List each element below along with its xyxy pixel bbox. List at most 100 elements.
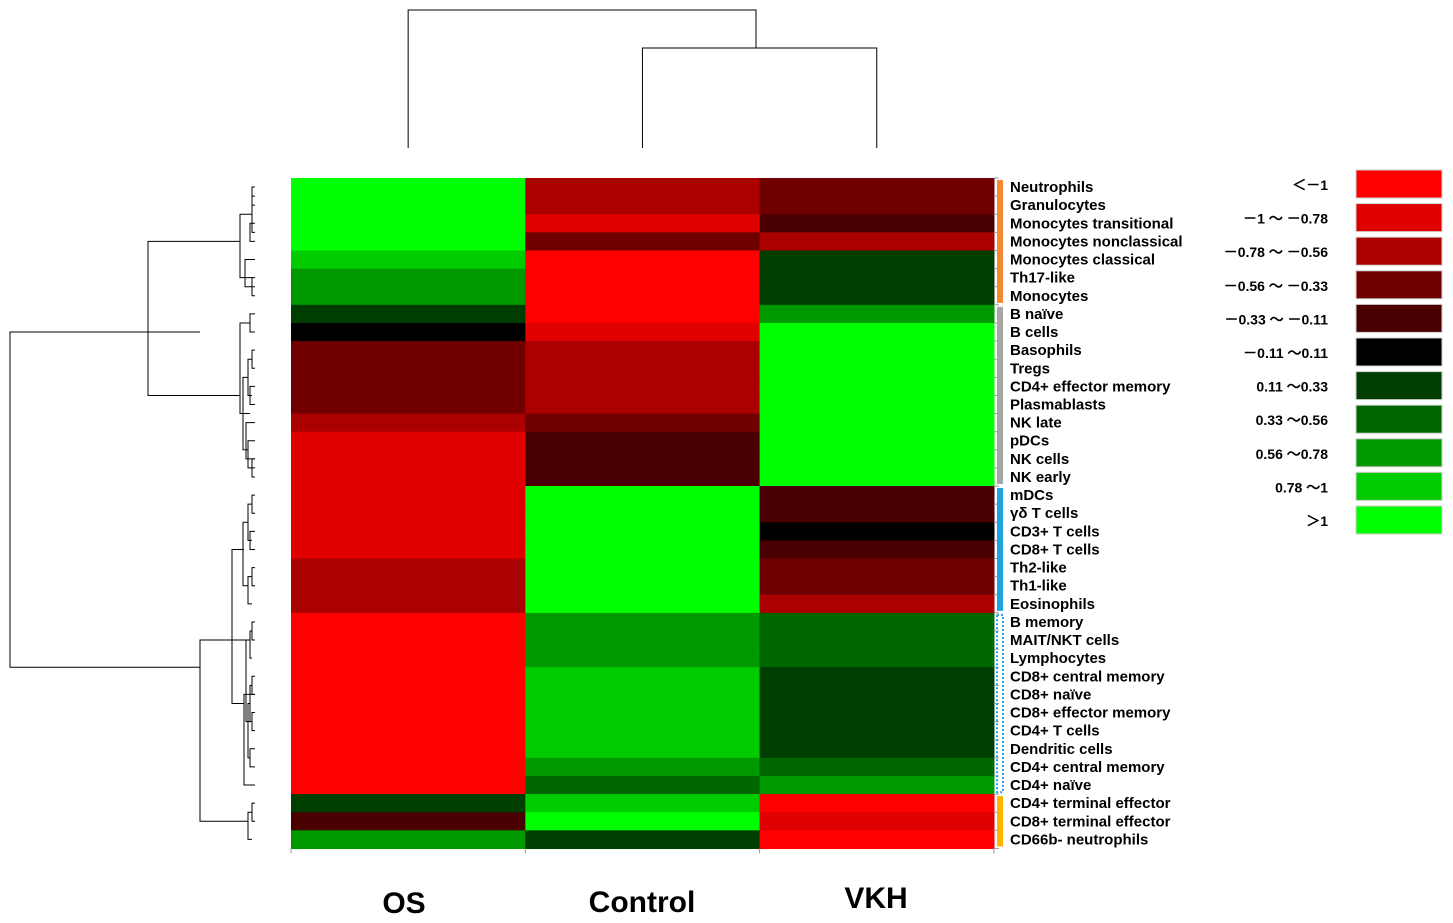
- heatmap-cell: [291, 341, 526, 360]
- legend-label: －0.56 ～ －0.33: [1224, 278, 1328, 294]
- color-legend: ＜－1 －1 ～ －0.78 －0.78 ～ －0.56 －0.56 ～ －0.33 －…: [1224, 169, 1443, 535]
- heatmap-cell: [759, 486, 995, 505]
- row-label: MAIT/NKT cells: [1010, 632, 1119, 649]
- row-dendrogram-link: [239, 322, 250, 415]
- row-dendrogram-link: [251, 712, 255, 732]
- row-dendrogram-link: [247, 811, 252, 840]
- legend-label: －1 ～ －0.78: [1243, 211, 1328, 227]
- heatmap-cell: [525, 449, 761, 469]
- row-label: Th1-like: [1010, 578, 1067, 595]
- heatmap-cell: [291, 558, 526, 578]
- row-label: CD4+ terminal effector: [1010, 795, 1171, 812]
- heatmap-cell: [291, 757, 526, 777]
- column-label: VKH: [844, 882, 907, 915]
- row-label: Th17-like: [1010, 270, 1075, 287]
- heatmap-cell: [291, 576, 526, 596]
- row-group-bracket: [997, 180, 1003, 303]
- heatmap-cell: [759, 775, 995, 795]
- row-dendrogram-link: [239, 213, 252, 279]
- row-label: Monocytes nonclassical: [1010, 233, 1183, 250]
- heatmap-cell: [759, 232, 995, 252]
- heatmap-cell: [525, 830, 761, 850]
- heatmap-cell: [759, 449, 995, 469]
- row-label: Monocytes: [1010, 288, 1088, 305]
- row-dendrogram-link: [247, 440, 255, 469]
- heatmap-cell: [291, 449, 526, 469]
- legend-swatch: [1355, 505, 1443, 535]
- row-label: NK late: [1010, 415, 1062, 432]
- column-label: Control: [589, 886, 696, 919]
- heatmap-cell: [759, 341, 995, 360]
- legend-label: ＜－1: [1292, 177, 1328, 193]
- heatmap-cell: [525, 268, 761, 288]
- heatmap-cell: [759, 739, 995, 759]
- row-label: Dendritic cells: [1010, 741, 1113, 758]
- row-label: NK cells: [1010, 451, 1069, 468]
- row-label: CD4+ effector memory: [1010, 378, 1171, 395]
- column-labels: OS Control VKH: [382, 882, 907, 920]
- legend-swatch: [1355, 438, 1443, 468]
- heatmap-cell: [759, 214, 995, 233]
- legend-label: －0.78 ～ －0.56: [1224, 244, 1328, 260]
- heatmap-cell: [525, 812, 761, 831]
- legend-swatch: [1355, 203, 1443, 233]
- heatmap-cell: [759, 286, 995, 306]
- heatmap-cell: [759, 178, 995, 197]
- row-dendrogram-link: [251, 195, 255, 233]
- row-dendrogram-link: [251, 802, 255, 822]
- heatmap-cell: [759, 576, 995, 596]
- row-label: CD8+ effector memory: [1010, 705, 1171, 722]
- heatmap-cell: [291, 631, 526, 650]
- legend-label: 0.33 ～0.56: [1256, 412, 1329, 428]
- row-dendrogram-link: [243, 693, 255, 786]
- heatmap-cell: [759, 268, 995, 288]
- heatmap-cell: [291, 395, 526, 415]
- heatmap-cell: [525, 540, 761, 560]
- row-label: CD8+ terminal effector: [1010, 813, 1171, 830]
- heatmap-cell: [525, 196, 761, 215]
- heatmap-cell: [759, 467, 995, 487]
- row-label: pDCs: [1010, 433, 1049, 450]
- row-label: CD4+ T cells: [1010, 723, 1100, 740]
- heatmap-cell: [291, 196, 526, 215]
- heatmap-cell: [525, 739, 761, 759]
- legend-label: －0.33 ～ －0.11: [1224, 311, 1328, 327]
- heatmap-cell: [291, 540, 526, 560]
- row-group-bracket: [996, 613, 1004, 794]
- heatmap-cell: [525, 395, 761, 415]
- row-group-brackets: [996, 180, 1004, 847]
- heatmap-cell: [759, 812, 995, 831]
- heatmap-cell: [291, 739, 526, 759]
- heatmap-cell: [525, 322, 761, 342]
- row-label: Monocytes transitional: [1010, 215, 1173, 232]
- heatmap-cell: [525, 721, 761, 741]
- heatmap-cell: [759, 830, 995, 850]
- heatmap-cell: [759, 685, 995, 705]
- heatmap-cell: [525, 667, 761, 686]
- heatmap-cell: [291, 649, 526, 668]
- heatmap-cell: [525, 214, 761, 233]
- heatmap-cell: [525, 594, 761, 614]
- heatmap-cell: [525, 286, 761, 306]
- heatmap-cell: [291, 594, 526, 614]
- row-label: B memory: [1010, 614, 1084, 631]
- legend-label: 0.56 ～0.78: [1256, 446, 1329, 462]
- heatmap-cell: [291, 178, 526, 197]
- row-dendrogram-link: [251, 567, 255, 587]
- heatmap-cell: [291, 214, 526, 233]
- heatmap-cell: [525, 431, 761, 451]
- row-dendrogram-link: [9, 331, 200, 668]
- row-group-bracket: [997, 796, 1003, 847]
- heatmap-cell: [291, 522, 526, 541]
- heatmap-cell: [525, 377, 761, 397]
- heatmap-cell: [525, 304, 761, 324]
- heatmap-cell: [759, 612, 995, 632]
- row-group-bracket: [997, 306, 1003, 485]
- legend-swatch: [1355, 236, 1443, 266]
- row-dendrogram-link: [147, 240, 240, 396]
- heatmap-cell: [291, 486, 526, 505]
- row-dendrogram-link: [249, 630, 252, 659]
- heatmap-cell: [291, 232, 526, 252]
- row-dendrogram: [9, 186, 255, 840]
